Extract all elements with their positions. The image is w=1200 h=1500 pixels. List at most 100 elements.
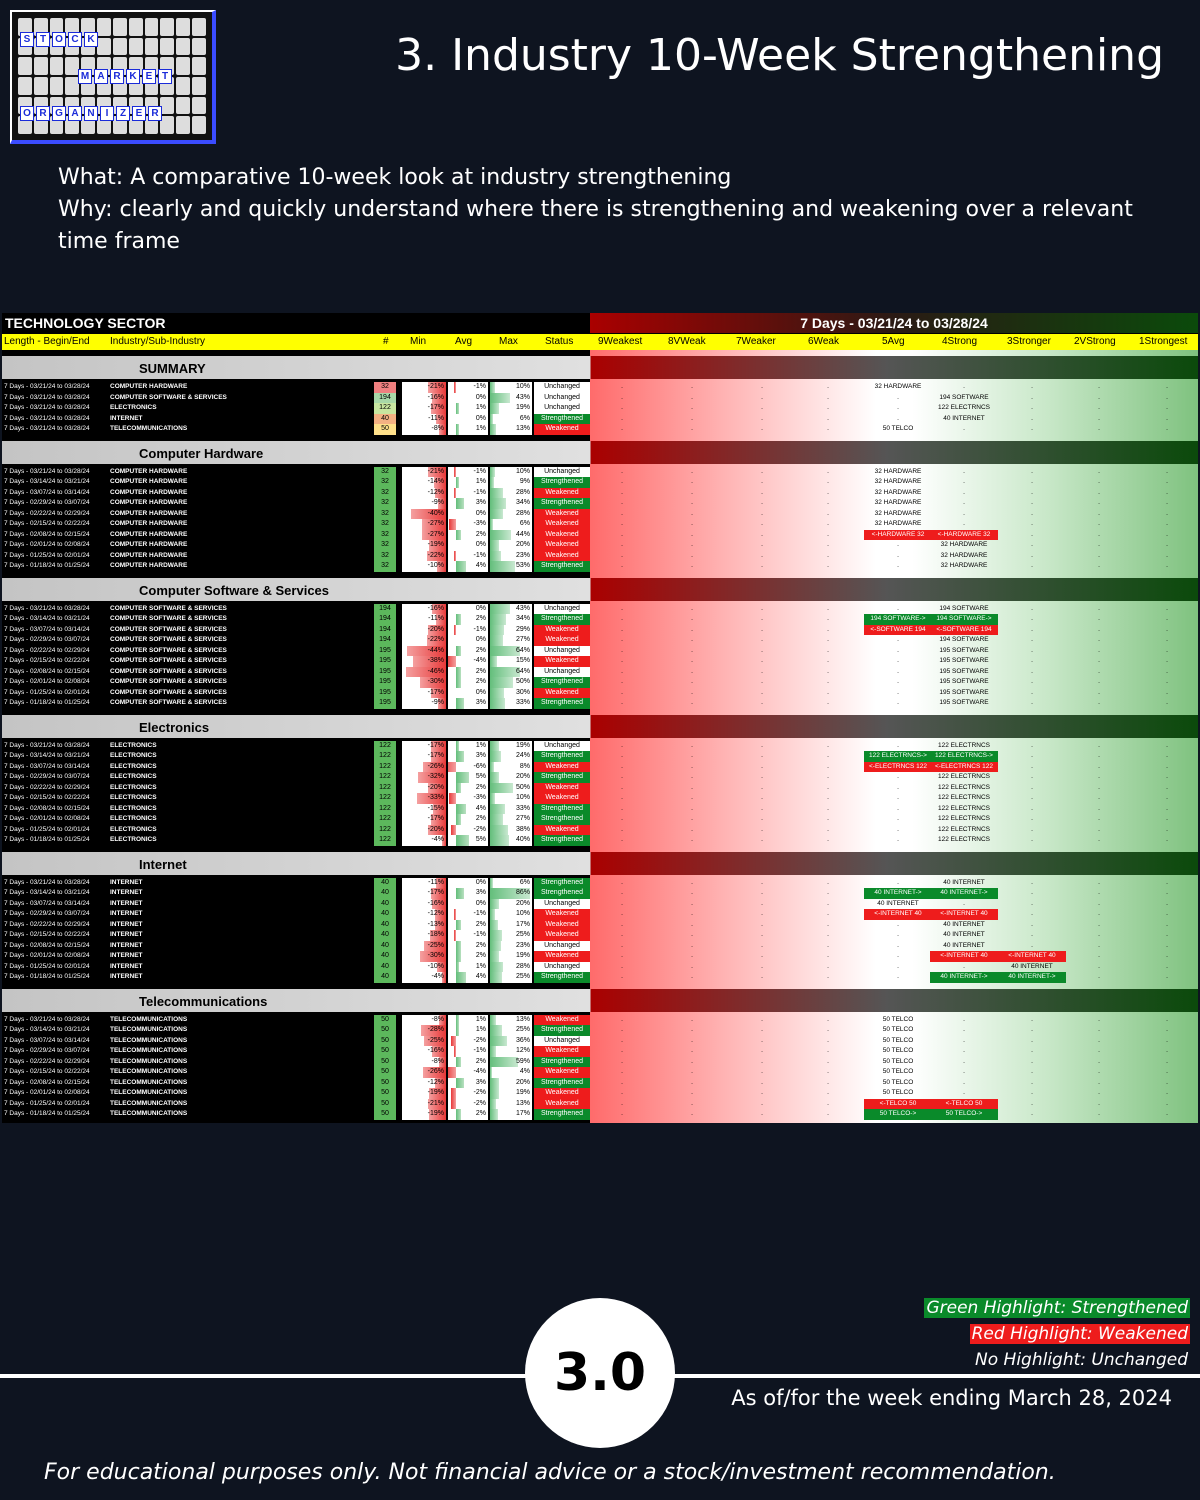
max-value: 17% xyxy=(515,1110,530,1117)
logo-letter: M xyxy=(78,69,92,84)
row-count: 40 xyxy=(374,919,396,930)
max-value: 19% xyxy=(515,952,530,959)
empty-cell: . xyxy=(827,688,829,696)
max-bar xyxy=(490,1109,498,1120)
empty-cell: . xyxy=(1166,488,1168,496)
strength-cell: 40 INTERNET-> xyxy=(864,888,932,899)
empty-cell: . xyxy=(1031,773,1033,780)
empty-cell: . xyxy=(691,625,693,633)
legend-green: Green Highlight: Strengthened xyxy=(924,1298,1190,1318)
avg-value: 3% xyxy=(475,889,486,896)
row-industry: COMPUTER HARDWARE xyxy=(110,551,188,559)
empty-cell: . xyxy=(827,941,829,949)
strength-cell: <-HARDWARE 32 xyxy=(930,529,998,540)
empty-cell: . xyxy=(1166,636,1168,643)
empty-cell: . xyxy=(1031,1068,1033,1075)
row-industry: ELECTRONICS xyxy=(110,836,157,843)
strength-cell: 40 INTERNET xyxy=(1011,962,1053,970)
avg-value: 2% xyxy=(475,530,486,538)
empty-cell: . xyxy=(827,899,829,907)
row-min: -9% xyxy=(402,698,446,709)
row-max: 27% xyxy=(490,635,532,646)
empty-cell: . xyxy=(827,910,829,917)
row-max: 30% xyxy=(490,687,532,698)
row-avg: 2% xyxy=(448,782,488,793)
row-count: 40 xyxy=(374,961,396,972)
min-bar xyxy=(416,793,446,804)
logo-tile xyxy=(128,18,143,36)
avg-bar xyxy=(456,424,459,435)
empty-cell: . xyxy=(621,1026,623,1033)
empty-cell: . xyxy=(1166,604,1168,612)
empty-cell: . xyxy=(827,678,829,685)
avg-bar xyxy=(456,614,461,625)
strength-cell: 32 HARDWARE xyxy=(940,562,988,569)
strength-cell: 122 ELECTRNCS-> xyxy=(864,751,932,762)
empty-cell: . xyxy=(761,1089,763,1096)
empty-cell: . xyxy=(963,783,965,791)
row-max: 27% xyxy=(490,814,532,825)
max-bar xyxy=(490,909,495,920)
row-industry: ELECTRONICS xyxy=(110,783,157,791)
min-value: -21% xyxy=(427,1099,444,1107)
max-value: 20% xyxy=(515,773,530,780)
empty-cell: . xyxy=(761,541,763,548)
row-min: -26% xyxy=(402,1067,446,1078)
row-status: Strengthened xyxy=(534,972,590,983)
row-length: 7 Days - 02/15/24 to 02/22/24 xyxy=(4,520,90,527)
max-value: 6% xyxy=(519,520,530,527)
min-value: -4% xyxy=(431,836,444,843)
min-value: -14% xyxy=(427,478,444,485)
empty-cell: . xyxy=(761,678,763,685)
empty-cell: . xyxy=(691,404,693,411)
empty-cell: . xyxy=(963,1068,965,1075)
strength-cell: 194 SOFTWARE xyxy=(939,604,989,612)
row-industry: INTERNET xyxy=(110,889,143,896)
row-min: -12% xyxy=(402,1077,446,1088)
empty-cell: . xyxy=(621,836,623,843)
empty-cell: . xyxy=(1166,1026,1168,1033)
row-count: 32 xyxy=(374,466,396,477)
empty-cell: . xyxy=(761,962,763,970)
row-avg: 0% xyxy=(448,392,488,403)
row-min: -33% xyxy=(402,793,446,804)
logo-letter: E xyxy=(132,106,146,121)
logo-tile xyxy=(65,76,80,95)
empty-cell: . xyxy=(691,1047,693,1054)
max-value: 23% xyxy=(515,941,530,949)
avg-bar xyxy=(456,814,461,825)
row-count: 195 xyxy=(374,656,396,667)
max-value: 50% xyxy=(515,783,530,791)
table-row: 7 Days - 03/14/24 to 03/21/24 ELECTRONICS… xyxy=(2,751,1198,762)
empty-cell: . xyxy=(897,1057,899,1065)
empty-cell: . xyxy=(827,1036,829,1044)
empty-cell: . xyxy=(963,499,965,506)
table-row: 7 Days - 01/18/24 to 01/25/24 COMPUTER HA… xyxy=(2,561,1198,572)
empty-cell: . xyxy=(963,657,965,664)
row-industry: ELECTRONICS xyxy=(110,804,157,812)
max-value: 53% xyxy=(515,562,530,569)
avg-value: 0% xyxy=(475,878,486,886)
empty-cell: . xyxy=(621,941,623,949)
min-bar xyxy=(405,666,446,677)
logo-tile xyxy=(18,57,32,75)
row-count: 194 xyxy=(374,603,396,614)
empty-cell: . xyxy=(1031,393,1033,401)
empty-cell: . xyxy=(761,636,763,643)
row-length: 7 Days - 03/14/24 to 03/21/24 xyxy=(4,478,90,485)
max-value: 36% xyxy=(515,1036,530,1044)
logo-tile xyxy=(49,57,64,75)
row-count: 32 xyxy=(374,382,396,393)
avg-value: -1% xyxy=(473,931,486,938)
row-status: Strengthened xyxy=(534,877,590,888)
logo-tile xyxy=(97,37,111,56)
empty-cell: . xyxy=(761,752,763,759)
empty-cell: . xyxy=(1031,688,1033,696)
row-avg: 3% xyxy=(448,698,488,709)
empty-cell: . xyxy=(827,604,829,612)
row-avg: 1% xyxy=(448,1025,488,1036)
empty-cell: . xyxy=(1166,910,1168,917)
row-length: 7 Days - 02/08/24 to 02/15/24 xyxy=(4,530,90,538)
min-value: -17% xyxy=(427,752,444,759)
row-length: 7 Days - 01/25/24 to 02/01/24 xyxy=(4,688,90,696)
